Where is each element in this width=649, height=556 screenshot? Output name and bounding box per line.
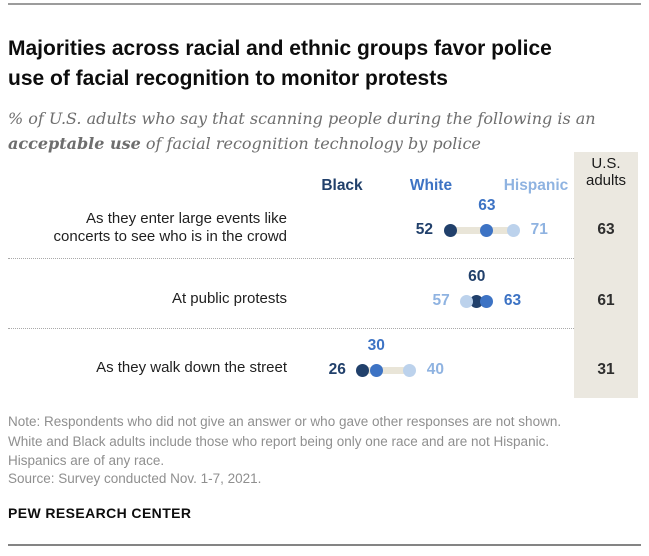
hispanic-value-label: 71 bbox=[530, 221, 548, 238]
chart-subtitle-line2: of facial recognition technology by poli… bbox=[140, 134, 481, 153]
hispanic-dot bbox=[460, 294, 474, 308]
chart-subtitle-line1: % of U.S. adults who say that scanning p… bbox=[8, 109, 596, 128]
white-dot bbox=[369, 363, 383, 377]
legend-label-hispanic: Hispanic bbox=[503, 177, 569, 194]
black-dot bbox=[470, 294, 484, 308]
black-value-label: 60 bbox=[468, 268, 486, 285]
black-value-label: 26 bbox=[328, 361, 346, 378]
row-category-label-line: At public protests bbox=[171, 290, 287, 307]
legend-label-black: Black bbox=[321, 177, 363, 194]
white-dot bbox=[480, 223, 494, 237]
bottom-rule bbox=[8, 544, 641, 546]
hispanic-dot bbox=[507, 223, 521, 237]
note-line1: Note: Respondents who did not give an an… bbox=[8, 414, 562, 429]
black-dot bbox=[356, 363, 370, 377]
note-line2: White and Black adults include those who… bbox=[8, 433, 550, 449]
us-adults-value: 31 bbox=[597, 361, 615, 378]
source-text: Source: Survey conducted Nov. 1-7, 2021. bbox=[8, 471, 262, 486]
us-adults-value: 61 bbox=[597, 292, 615, 309]
connector-bar bbox=[362, 366, 410, 374]
us-adults-header-line2: adults bbox=[585, 172, 627, 189]
chart-subtitle-bold-phrase: acceptable use bbox=[8, 134, 141, 153]
pew-research-center-branding: PEW RESEARCH CENTER bbox=[8, 505, 192, 521]
black-dot bbox=[443, 223, 457, 237]
chart-title: Majorities across racial and ethnic grou… bbox=[8, 34, 644, 94]
row-category-label-line: concerts to see who is in the crowd bbox=[53, 228, 287, 245]
legend-label-white: White bbox=[409, 177, 453, 194]
chart-title-line2: use of facial recognition to monitor pro… bbox=[8, 67, 448, 91]
row-category-label: As they enter large events like concerts … bbox=[0, 210, 287, 246]
chart-title-line1: Majorities across racial and ethnic grou… bbox=[8, 37, 552, 61]
note-line3: Hispanics are of any race. bbox=[8, 453, 165, 468]
white-value-label: 63 bbox=[478, 197, 496, 214]
chart-subtitle: % of U.S. adults who say that scanning p… bbox=[8, 106, 644, 156]
white-value-label: 30 bbox=[367, 337, 385, 354]
white-dot bbox=[480, 294, 494, 308]
hispanic-value-label: 57 bbox=[432, 292, 450, 309]
row-separator bbox=[8, 258, 574, 259]
row-separator bbox=[8, 328, 574, 329]
white-value-label: 63 bbox=[503, 292, 522, 309]
row-category-label-line: As they walk down the street bbox=[96, 359, 287, 376]
us-adults-column-header: U.S. adults bbox=[574, 155, 638, 189]
note-text: Note: Respondents who did not give an an… bbox=[8, 412, 648, 471]
hispanic-value-label: 40 bbox=[426, 361, 445, 378]
us-adults-column-background bbox=[574, 152, 638, 398]
row-category-label-line: As they enter large events like bbox=[86, 210, 287, 227]
us-adults-value: 63 bbox=[597, 221, 615, 238]
row-category-label: At public protests bbox=[0, 290, 287, 308]
hispanic-dot bbox=[403, 363, 417, 377]
black-value-label: 52 bbox=[415, 221, 433, 238]
top-rule bbox=[8, 3, 641, 5]
us-adults-header-line1: U.S. bbox=[591, 155, 621, 172]
row-category-label: As they walk down the street bbox=[0, 359, 287, 377]
